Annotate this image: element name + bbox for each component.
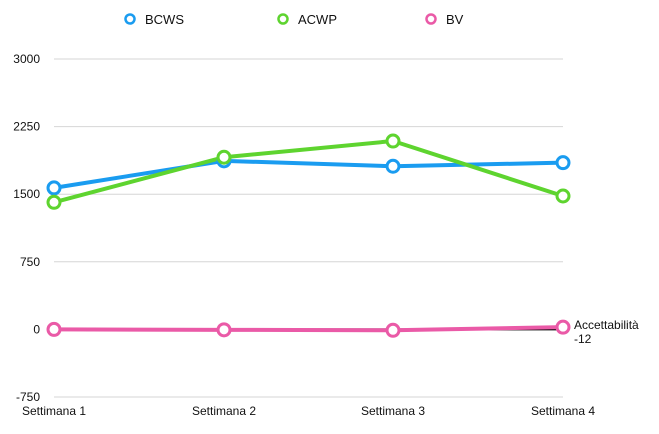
x-tick-label: Settimana 2 [192,404,256,418]
series-line-bv [52,325,565,333]
y-tick-label: 2250 [13,120,40,134]
data-point-bcws [555,155,571,171]
data-point-acwp [46,194,62,210]
axis-layer: -750 0 750 1500 2250 3000 Settimana 1 Settimana… [13,52,595,418]
annotation-label: -12 [574,332,592,346]
x-tick-label: Settimana 1 [22,404,86,418]
data-point-bv [46,321,62,337]
data-point-acwp [555,188,571,204]
data-point-bcws [46,180,62,196]
data-point-acwp [216,149,232,165]
legend-marker-bv [425,13,437,25]
legend: BCWS ACWP BV [124,12,464,27]
series-line-acwp [52,139,565,205]
y-tick-label: -750 [16,390,40,404]
y-tick-label: 1500 [13,187,40,201]
y-tick-label: 0 [33,322,40,336]
y-tick-label: 750 [20,255,40,269]
legend-label-bv: BV [446,12,464,27]
legend-item-bv: BV [425,12,464,27]
legend-item-bcws: BCWS [124,12,184,27]
data-point-bv [555,319,571,335]
legend-marker-acwp [277,13,289,25]
x-tick-label: Settimana 4 [531,404,595,418]
marker-layer [46,133,571,338]
annotations: Accettabilità-12 [574,318,639,346]
data-point-bv [216,322,232,338]
data-point-bv [385,322,401,338]
legend-item-acwp: ACWP [277,12,337,27]
series-layer [52,139,565,333]
x-tick-label: Settimana 3 [361,404,425,418]
legend-label-bcws: BCWS [145,12,184,27]
data-point-bcws [385,158,401,174]
y-tick-label: 3000 [13,52,40,66]
data-point-acwp [385,133,401,149]
legend-label-acwp: ACWP [298,12,337,27]
grid-layer [54,58,563,398]
legend-marker-bcws [124,13,136,25]
series-line-bcws [52,158,565,190]
annotation-label: Accettabilità [574,318,639,332]
